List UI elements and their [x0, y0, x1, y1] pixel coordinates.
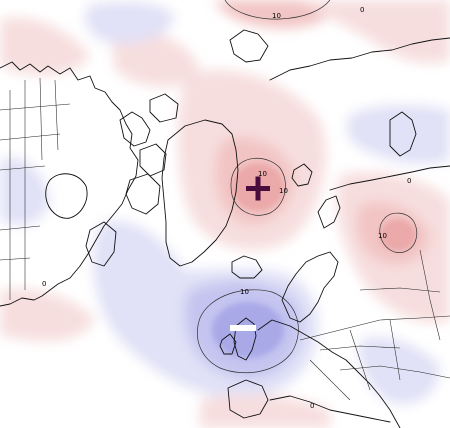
coast-iberia — [227, 379, 269, 419]
coast-labrador — [85, 221, 117, 267]
contour-label-left-zero: 0 — [42, 280, 46, 288]
contour-lines — [197, 0, 418, 374]
coast-scandinavia — [281, 251, 339, 323]
border-europe-1 — [299, 315, 450, 341]
coast-arctic-island-3 — [149, 93, 179, 123]
coastlines — [0, 29, 450, 428]
positive-field-bottom — [200, 394, 330, 428]
coast-greenland — [161, 119, 239, 267]
coast-kamchatka — [389, 111, 417, 157]
coast-hudson-bay — [45, 173, 88, 219]
border-canada-3 — [39, 77, 43, 161]
contour-label-top-right-zero: 0 — [360, 6, 364, 14]
border-us-1 — [0, 225, 41, 231]
border-canada-5 — [0, 103, 71, 111]
coast-chukotka — [229, 29, 269, 63]
coast-europe — [257, 319, 401, 428]
border-asia-1 — [359, 287, 441, 293]
contour-label-atlantic: 10 — [240, 288, 249, 296]
border-canada-4 — [54, 79, 59, 151]
coast-svalbard — [291, 163, 313, 187]
negative-field-right — [346, 105, 450, 165]
coast-novaya-zemlya — [317, 195, 341, 229]
contour-labels: 10 10 10 0 10 10 0 0 0 — [42, 6, 411, 410]
high-marker-vertical — [255, 176, 261, 201]
border-europe-3 — [319, 345, 401, 351]
positive-field-nw — [110, 29, 200, 87]
contour-label-greenland: 10 — [279, 187, 288, 195]
positive-core-right — [380, 219, 416, 251]
contour-label-greenland-inner: 10 — [258, 170, 267, 178]
coast-north-america — [0, 61, 139, 307]
contour-atlantic — [197, 289, 299, 374]
low-marker — [230, 325, 256, 331]
border-europe-4 — [339, 365, 450, 379]
contour-right — [379, 212, 418, 253]
coast-russia-north — [329, 165, 450, 191]
contour-label-top: 10 — [272, 12, 281, 20]
border-us-2 — [0, 257, 31, 261]
border-canada-6 — [0, 133, 61, 141]
border-europe-6 — [389, 319, 401, 381]
negative-field-bottom-right — [359, 336, 440, 405]
high-marker — [246, 176, 270, 201]
contour-label-bottom-zero: 0 — [310, 402, 314, 410]
coast-mediterranean — [269, 395, 391, 423]
positive-field-top-right — [300, 0, 450, 64]
coast-baffin — [125, 173, 161, 215]
border-canada-7 — [0, 165, 46, 171]
positive-field-top — [215, 0, 340, 29]
border-europe-5 — [349, 329, 371, 391]
coast-arctic-island-2 — [139, 143, 167, 177]
positive-field-bottom-left — [0, 289, 95, 342]
low-marker-bar — [230, 325, 256, 331]
contour-greenland — [230, 157, 286, 216]
contour-label-right-zero: 0 — [407, 177, 411, 185]
coast-arctic-island-1 — [119, 111, 151, 147]
coast-ireland — [219, 333, 237, 355]
coast-great-britain — [233, 317, 257, 361]
contour-top — [224, 0, 331, 20]
border-europe-2 — [309, 359, 351, 401]
negative-field-top-left — [84, 2, 175, 44]
coast-iceland — [231, 255, 263, 279]
border-asia-2 — [419, 249, 441, 341]
coast-siberia — [269, 37, 450, 81]
positive-field-top-left — [0, 17, 90, 75]
contour-label-right: 10 — [378, 232, 387, 240]
